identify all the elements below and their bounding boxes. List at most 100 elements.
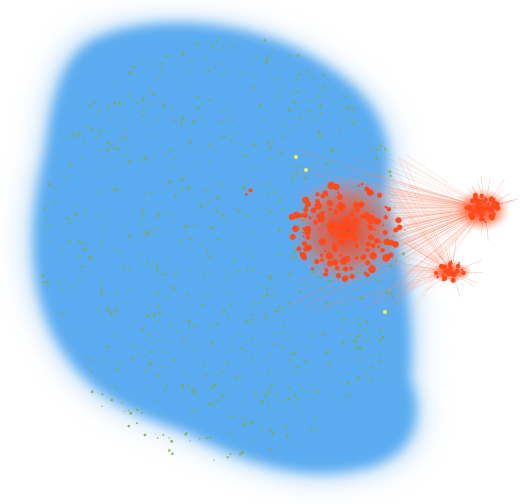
minor-node	[287, 108, 291, 112]
minor-node	[244, 178, 247, 181]
hub-node	[336, 204, 342, 210]
hub-node	[475, 210, 481, 215]
minor-node	[52, 259, 54, 261]
minor-node	[104, 165, 106, 167]
minor-node	[282, 323, 285, 327]
minor-node	[370, 366, 373, 369]
minor-node	[231, 348, 234, 351]
hub-node	[359, 214, 365, 220]
minor-node	[325, 350, 329, 354]
minor-node	[92, 119, 94, 121]
minor-node	[261, 311, 263, 313]
minor-node	[303, 361, 305, 363]
minor-node	[246, 214, 250, 218]
hub-node	[349, 266, 353, 271]
minor-node	[196, 207, 198, 209]
hub-node	[342, 275, 349, 281]
minor-node	[140, 208, 144, 211]
hub-node	[345, 242, 349, 245]
hub-node	[482, 206, 486, 210]
minor-node	[156, 437, 159, 439]
hub-node	[305, 235, 311, 240]
minor-node	[198, 437, 201, 440]
hub-node	[441, 279, 444, 282]
minor-node	[278, 94, 281, 97]
minor-node	[95, 136, 98, 140]
hub-node	[337, 191, 340, 194]
minor-node	[190, 410, 193, 413]
minor-node	[53, 201, 56, 204]
minor-node	[145, 234, 148, 238]
minor-node	[338, 129, 341, 132]
minor-node	[251, 268, 254, 272]
minor-node	[183, 338, 186, 341]
minor-node	[215, 323, 219, 326]
hub-node	[470, 198, 476, 204]
minor-node	[352, 122, 356, 125]
minor-node	[258, 104, 262, 107]
minor-node	[104, 290, 107, 293]
hub-node	[360, 254, 366, 261]
minor-node	[308, 390, 310, 392]
minor-node	[223, 219, 225, 221]
minor-node	[358, 333, 361, 336]
minor-node	[316, 429, 319, 432]
minor-node	[185, 431, 188, 434]
minor-node	[229, 453, 232, 456]
minor-node	[276, 86, 278, 88]
minor-node	[255, 238, 257, 240]
minor-node	[159, 98, 162, 101]
minor-node	[110, 144, 113, 147]
minor-node	[343, 306, 345, 308]
minor-node	[123, 367, 126, 369]
minor-node	[132, 65, 136, 69]
minor-node	[365, 320, 368, 324]
minor-node	[120, 363, 123, 366]
minor-node	[389, 154, 391, 156]
hub-node	[349, 224, 358, 232]
minor-node	[183, 226, 186, 229]
minor-node	[255, 183, 258, 186]
minor-node	[118, 101, 122, 105]
hub-node	[352, 209, 355, 212]
minor-node	[287, 337, 290, 340]
minor-node	[216, 374, 219, 377]
minor-node	[108, 223, 110, 225]
minor-node	[246, 417, 248, 419]
minor-node	[221, 185, 224, 188]
minor-node	[319, 111, 323, 115]
minor-node	[340, 99, 343, 101]
minor-node	[291, 177, 294, 181]
minor-node	[216, 121, 218, 123]
hub-node	[376, 192, 383, 198]
minor-node	[250, 318, 253, 322]
minor-node	[354, 345, 358, 349]
minor-node	[384, 147, 387, 151]
minor-node	[280, 414, 283, 416]
minor-node	[293, 393, 296, 397]
minor-node	[374, 278, 376, 280]
minor-node	[230, 383, 232, 385]
minor-node	[369, 378, 373, 382]
minor-node	[104, 379, 106, 381]
minor-node	[200, 241, 203, 245]
minor-node	[220, 395, 224, 398]
minor-node	[232, 46, 235, 49]
minor-node	[327, 79, 330, 81]
minor-node	[298, 91, 301, 93]
hub-node	[321, 214, 325, 218]
minor-node	[274, 393, 277, 396]
minor-node	[301, 164, 303, 167]
minor-node	[365, 368, 367, 371]
minor-node	[121, 402, 123, 404]
hub-node	[300, 252, 307, 259]
minor-node	[148, 134, 150, 137]
minor-node	[240, 346, 243, 350]
minor-node	[344, 394, 347, 397]
minor-node	[270, 178, 272, 180]
minor-node	[153, 156, 155, 158]
minor-node	[227, 315, 230, 318]
hub-node	[318, 237, 327, 246]
minor-node	[246, 145, 249, 147]
minor-node	[279, 253, 282, 256]
